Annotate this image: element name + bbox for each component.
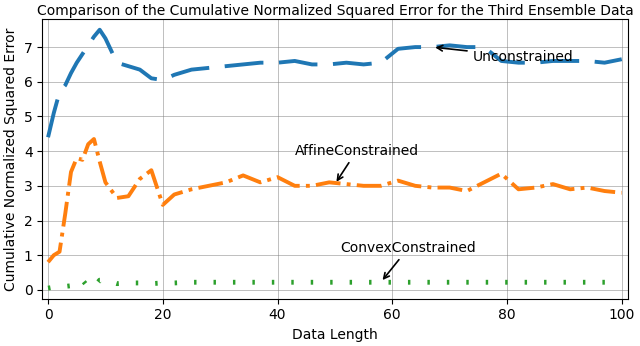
Title: Comparison of the Cumulative Normalized Squared Error for the Third Ensemble Dat: Comparison of the Cumulative Normalized … bbox=[36, 4, 634, 18]
Y-axis label: Cumulative Normalized Squared Error: Cumulative Normalized Squared Error bbox=[4, 27, 18, 291]
X-axis label: Data Length: Data Length bbox=[292, 328, 378, 342]
Text: AffineConstrained: AffineConstrained bbox=[295, 144, 419, 180]
Text: Unconstrained: Unconstrained bbox=[437, 45, 573, 64]
Text: ConvexConstrained: ConvexConstrained bbox=[340, 241, 476, 279]
